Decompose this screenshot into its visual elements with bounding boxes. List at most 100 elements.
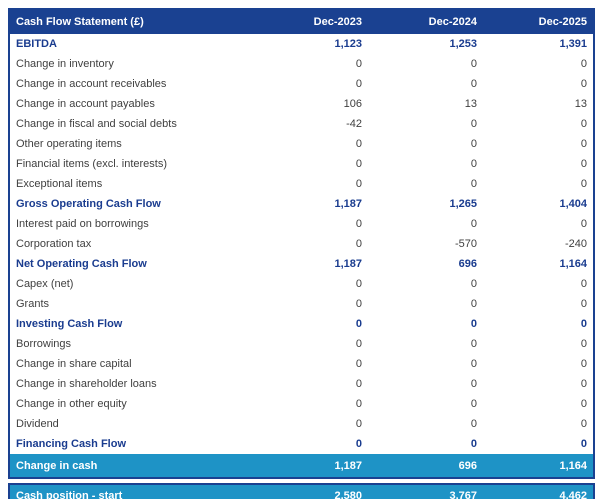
row-value: 696 <box>368 254 483 274</box>
column-header-dec-2023: Dec-2023 <box>253 9 368 34</box>
row-value: 0 <box>368 394 483 414</box>
row-value: 1,187 <box>253 194 368 214</box>
row-value: 0 <box>483 114 594 134</box>
row-value: 0 <box>368 294 483 314</box>
row-value: 0 <box>483 154 594 174</box>
row-value: 0 <box>483 374 594 394</box>
table-row: Exceptional items 0 0 0 <box>9 174 594 194</box>
table-row: Financing Cash Flow 0 0 0 <box>9 434 594 454</box>
row-label: Gross Operating Cash Flow <box>9 194 253 214</box>
row-label: Change in account payables <box>9 94 253 114</box>
row-value: 0 <box>368 334 483 354</box>
table-row: Other operating items 0 0 0 <box>9 134 594 154</box>
table-row: Change in other equity 0 0 0 <box>9 394 594 414</box>
row-value: 0 <box>253 374 368 394</box>
column-header-dec-2024: Dec-2024 <box>368 9 483 34</box>
row-value: 0 <box>368 314 483 334</box>
row-value: 0 <box>253 154 368 174</box>
row-value: 0 <box>253 134 368 154</box>
row-value: 0 <box>253 354 368 374</box>
table-row: Net Operating Cash Flow 1,187 696 1,164 <box>9 254 594 274</box>
table-row: Borrowings 0 0 0 <box>9 334 594 354</box>
row-value: 696 <box>368 454 483 478</box>
row-value: 0 <box>253 394 368 414</box>
cashflow-table-body: EBITDA 1,123 1,253 1,391 Change in inventory… <box>9 34 594 478</box>
row-value: 0 <box>483 414 594 434</box>
row-value: 0 <box>253 174 368 194</box>
row-label: Capex (net) <box>9 274 253 294</box>
table-row: Interest paid on borrowings 0 0 0 <box>9 214 594 234</box>
row-value: 0 <box>483 214 594 234</box>
row-value: 0 <box>368 74 483 94</box>
row-label: Corporation tax <box>9 234 253 254</box>
row-value: 0 <box>253 294 368 314</box>
row-value: 0 <box>253 414 368 434</box>
row-value: 1,265 <box>368 194 483 214</box>
row-value: 0 <box>483 274 594 294</box>
row-value: 0 <box>368 114 483 134</box>
row-label: Financing Cash Flow <box>9 434 253 454</box>
row-value: 0 <box>483 174 594 194</box>
row-value: 0 <box>253 214 368 234</box>
row-value: 0 <box>483 74 594 94</box>
row-label: Exceptional items <box>9 174 253 194</box>
row-label: Change in cash <box>9 454 253 478</box>
row-value: 0 <box>368 414 483 434</box>
table-row: Cash position - start 2,580 3,767 4,462 <box>9 484 594 499</box>
row-value: 0 <box>368 354 483 374</box>
row-value: 1,123 <box>253 34 368 54</box>
row-value: 3,767 <box>368 484 483 499</box>
table-row: Dividend 0 0 0 <box>9 414 594 434</box>
row-value: 0 <box>368 154 483 174</box>
row-label: Change in other equity <box>9 394 253 414</box>
row-value: 0 <box>368 274 483 294</box>
row-value: 1,187 <box>253 254 368 274</box>
row-value: 1,164 <box>483 454 594 478</box>
row-value: 0 <box>253 434 368 454</box>
row-value: 0 <box>253 234 368 254</box>
row-value: 0 <box>483 394 594 414</box>
row-value: 1,404 <box>483 194 594 214</box>
row-label: Other operating items <box>9 134 253 154</box>
row-label: Investing Cash Flow <box>9 314 253 334</box>
table-row: EBITDA 1,123 1,253 1,391 <box>9 34 594 54</box>
row-label: Financial items (excl. interests) <box>9 154 253 174</box>
table-row: Change in inventory 0 0 0 <box>9 54 594 74</box>
row-value: 0 <box>253 74 368 94</box>
row-label: Change in inventory <box>9 54 253 74</box>
row-label: Borrowings <box>9 334 253 354</box>
row-label: Net Operating Cash Flow <box>9 254 253 274</box>
row-value: 0 <box>368 214 483 234</box>
table-row: Investing Cash Flow 0 0 0 <box>9 314 594 334</box>
table-row: Change in shareholder loans 0 0 0 <box>9 374 594 394</box>
row-value: 0 <box>483 434 594 454</box>
row-value: 2,580 <box>253 484 368 499</box>
row-value: 1,253 <box>368 34 483 54</box>
row-label: Dividend <box>9 414 253 434</box>
row-value: 0 <box>483 134 594 154</box>
row-value: 0 <box>253 334 368 354</box>
table-row: Change in share capital 0 0 0 <box>9 354 594 374</box>
table-row: Corporation tax 0 -570 -240 <box>9 234 594 254</box>
row-label: Change in account receivables <box>9 74 253 94</box>
row-value: 0 <box>483 294 594 314</box>
row-value: 13 <box>483 94 594 114</box>
row-label: Cash position - start <box>9 484 253 499</box>
row-value: 0 <box>483 334 594 354</box>
table-title: Cash Flow Statement (£) <box>9 9 253 34</box>
row-value: -570 <box>368 234 483 254</box>
row-value: 1,164 <box>483 254 594 274</box>
table-row: Financial items (excl. interests) 0 0 0 <box>9 154 594 174</box>
table-row: Capex (net) 0 0 0 <box>9 274 594 294</box>
row-value: 4,462 <box>483 484 594 499</box>
cashflow-table: Cash Flow Statement (£) Dec-2023 Dec-202… <box>8 8 595 479</box>
row-value: 0 <box>368 134 483 154</box>
row-label: Change in fiscal and social debts <box>9 114 253 134</box>
row-value: 0 <box>368 374 483 394</box>
row-label: Interest paid on borrowings <box>9 214 253 234</box>
row-label: EBITDA <box>9 34 253 54</box>
row-value: 0 <box>483 354 594 374</box>
row-value: -42 <box>253 114 368 134</box>
row-value: 0 <box>253 54 368 74</box>
